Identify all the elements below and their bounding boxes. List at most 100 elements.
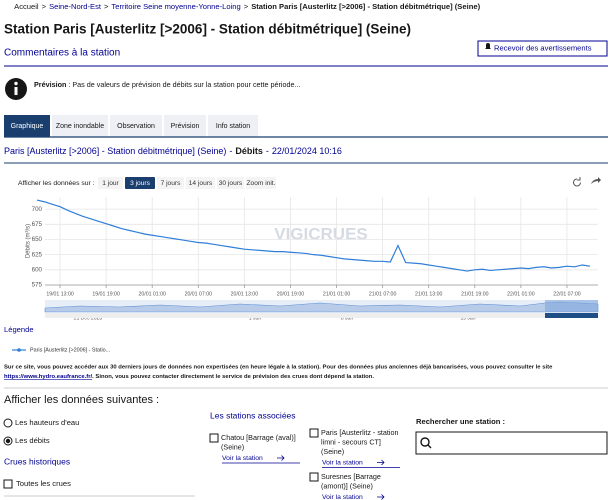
x-tick-label: 21/01 07:00 [369, 291, 397, 297]
navigator-scrollbar [45, 313, 598, 318]
info-icon-bar [14, 87, 18, 95]
tab-label[interactable]: Graphique [11, 123, 44, 130]
radio-dot [5, 438, 11, 444]
subscribe-button[interactable] [477, 40, 608, 57]
notice-line: Sur ce site, vous pouvez accéder aux 30 … [4, 365, 553, 371]
range-button-label[interactable]: 7 jours [161, 180, 181, 187]
tab-label[interactable]: Info station [216, 123, 250, 130]
chart-heading: Paris [Austerlitz [>2006] - Station débi… [4, 146, 342, 156]
reload-icon[interactable] [573, 177, 581, 187]
range-button[interactable] [98, 177, 123, 189]
y-tick-label: 700 [32, 206, 43, 213]
series-line [36, 199, 591, 272]
notice-link[interactable]: https://www.hydro.eaufrance.fr/ [4, 374, 93, 380]
station-name: Paris [Austerlitz - station [321, 428, 399, 437]
x-tick-label: 21/01 19:00 [461, 291, 489, 297]
page-title: Station Paris [Austerlitz [>2006] - Stat… [4, 22, 411, 37]
x-tick-label: 22/01 01:00 [507, 291, 535, 297]
station-link[interactable]: Voir la station [222, 455, 263, 462]
link-arrow [377, 459, 385, 466]
range-button[interactable] [125, 177, 155, 189]
x-tick-label: 19/01 13:00 [46, 291, 74, 297]
breadcrumb-link[interactable]: Accueil [14, 2, 39, 11]
breadcrumb-link[interactable]: Territoire Seine moyenne-Yonne-Loing [111, 2, 240, 11]
y-tick-label: 650 [32, 236, 43, 243]
forecast-comment: Prévision: Pas de valeurs de prévision d… [34, 80, 301, 89]
tab[interactable] [4, 115, 50, 137]
radio[interactable] [3, 418, 13, 428]
range-button-label[interactable]: 30 jours [219, 180, 243, 187]
station-link[interactable]: Voir la station [322, 494, 363, 500]
range-button[interactable] [217, 177, 244, 189]
navigator-thumb[interactable] [545, 313, 598, 318]
range-button-label[interactable]: 3 jours [130, 180, 150, 187]
navigator-selection[interactable] [545, 300, 598, 312]
range-button[interactable] [186, 177, 215, 189]
range-buttons: 1 jour 3 jours 7 jours 14 jours 30 jours Zoom… [98, 177, 276, 189]
radio-label[interactable]: Les débits [15, 436, 50, 445]
historic-heading: Crues historiques [4, 456, 70, 466]
tab-label[interactable]: Observation [117, 123, 155, 130]
associated-heading: Les stations associées [210, 410, 296, 420]
station-name: (Seine) [221, 442, 244, 451]
tab[interactable] [208, 115, 258, 137]
checkbox[interactable] [3, 479, 13, 489]
checkbox[interactable] [309, 428, 319, 438]
tab-label[interactable]: Zone inondable [56, 123, 104, 130]
station-name: limni - secours CT] [321, 437, 381, 446]
forecast-label: Prévision [34, 80, 66, 89]
link-arrow [377, 494, 385, 500]
comments-heading: Commentaires à la station [4, 48, 120, 59]
range-button[interactable] [157, 177, 184, 189]
navigator-label: 1 Jan [249, 315, 261, 321]
x-tick-label: 20/01 13:00 [231, 291, 259, 297]
breadcrumb-link[interactable]: Seine-Nord-Est [49, 2, 102, 11]
legend-heading: Légende [4, 325, 34, 334]
checkbox[interactable] [209, 433, 219, 443]
station-name: (amont)] (Seine) [321, 481, 373, 490]
associated-stations: Chatou [Barrage (aval)](Seine) Voir la st… [209, 428, 400, 500]
y-tick-label: 625 [32, 251, 43, 258]
share-icon[interactable] [591, 177, 601, 184]
historic-option[interactable]: Toutes les crues [16, 479, 71, 488]
station-link[interactable]: Voir la station [322, 459, 363, 466]
range-button-label[interactable]: 1 jour [102, 180, 119, 187]
breadcrumb-current: Station Paris [Austerlitz [>2006] - Stat… [251, 2, 480, 11]
y-tick-label: 675 [32, 221, 43, 228]
range-button[interactable] [246, 177, 276, 189]
tab[interactable] [110, 115, 162, 137]
range-button-label[interactable]: 14 jours [189, 180, 213, 187]
x-tick-label: 20/01 19:00 [277, 291, 305, 297]
radio-label[interactable]: Les hauteurs d'eau [15, 418, 79, 427]
checkbox[interactable] [309, 472, 319, 482]
search-input[interactable] [415, 431, 608, 455]
link-arrow [277, 455, 285, 461]
watermark: VIGICRUES [274, 224, 368, 243]
display-heading: Afficher les données suivantes : [4, 394, 159, 406]
chart-measure: Débits [235, 146, 263, 156]
x-tick-label: 22/01 07:00 [553, 291, 581, 297]
navigator-label: 8 Jan [341, 315, 353, 321]
breadcrumb-sep: > [42, 2, 47, 11]
range-button-label[interactable]: Zoom init. [247, 180, 276, 187]
legend: Paris [Austerlitz [>2006] - Statio... [12, 347, 110, 353]
tabs: Graphique Zone inondable Observation Prévis… [4, 115, 258, 137]
navigator-label: 21 Dec 2023 [74, 315, 103, 321]
x-tick-label: 20/01 07:00 [185, 291, 213, 297]
chart: VIGICRUES 575 600 625 650 675 700 19/01 13:00 19… [26, 197, 598, 321]
legend-label[interactable]: Paris [Austerlitz [>2006] - Statio... [30, 347, 110, 353]
legend-marker [17, 348, 21, 352]
tab-label[interactable]: Prévision [171, 123, 200, 130]
chart-date: 22/01/2024 10:16 [272, 146, 342, 156]
x-tick-label: 21/01 01:00 [323, 291, 351, 297]
chart-sep: - [229, 146, 232, 156]
tab[interactable] [52, 115, 108, 137]
breadcrumb-sep: > [104, 2, 109, 11]
info-icon-dot [14, 81, 18, 86]
breadcrumb: Accueil > Seine-Nord-Est > Territoire Seine … [4, 2, 486, 11]
subscribe-label[interactable]: Recevoir des avertissements [494, 44, 592, 53]
station-name: Chatou [Barrage (aval)] [221, 433, 296, 442]
tab[interactable] [164, 115, 206, 137]
